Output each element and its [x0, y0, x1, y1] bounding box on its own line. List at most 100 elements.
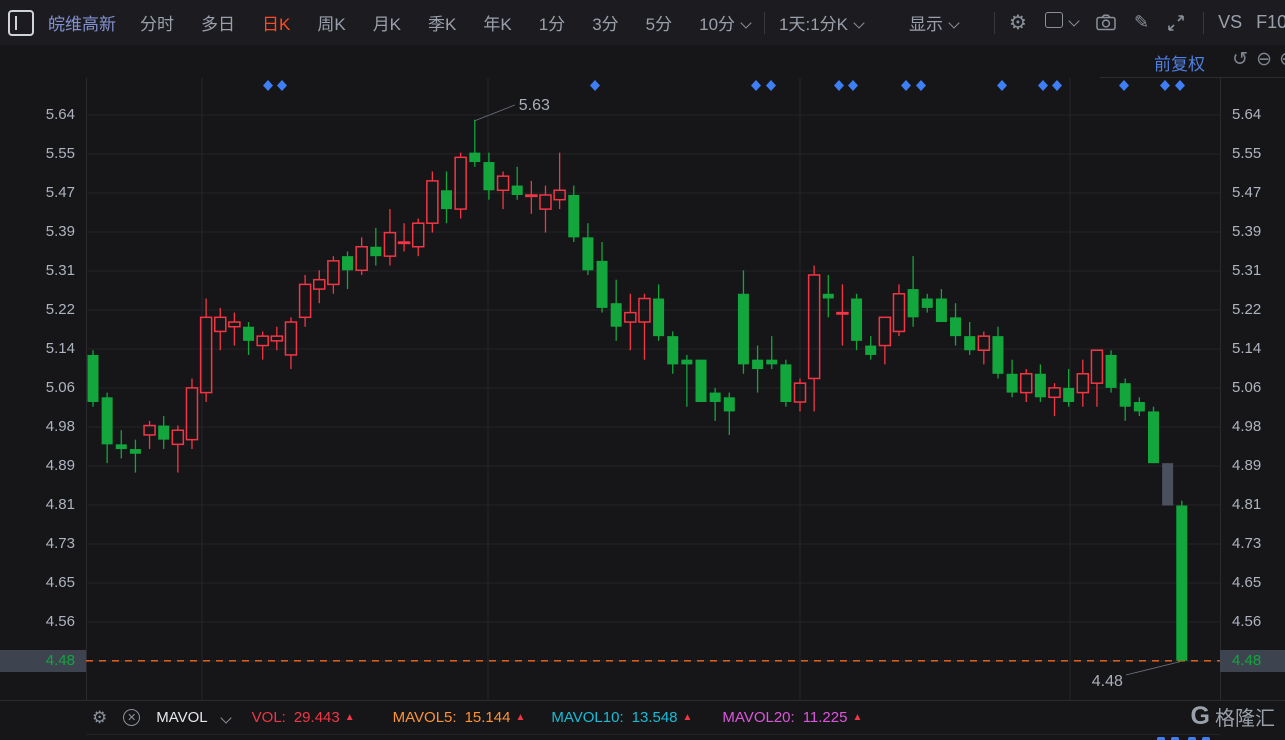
event-marker-icon[interactable]: [1119, 80, 1129, 91]
event-marker-icon[interactable]: [997, 80, 1007, 91]
event-marker-icon[interactable]: [1052, 80, 1062, 91]
indicator-settings-icon[interactable]: ⚙: [92, 707, 108, 727]
candle-neutral: [1162, 463, 1174, 506]
candle-down: [101, 397, 113, 445]
candle-down: [243, 326, 255, 341]
axis-tick-4.98: 4.98: [45, 418, 75, 435]
event-marker-icon[interactable]: [1160, 80, 1170, 91]
gelonghui-watermark: G 格隆汇: [1191, 702, 1275, 731]
display-menu[interactable]: 显示: [909, 10, 960, 35]
event-marker-icon[interactable]: [901, 80, 911, 91]
camera-icon[interactable]: [1096, 14, 1116, 31]
kline-style-icon[interactable]: [8, 9, 34, 36]
event-marker-icon[interactable]: [590, 80, 600, 91]
candle-down: [483, 162, 495, 191]
tab-分时[interactable]: 分时: [140, 15, 174, 34]
axis-tick-5.22: 5.22: [45, 301, 75, 318]
candle-down: [780, 364, 792, 403]
candle-down: [370, 246, 382, 257]
zoom-in-icon[interactable]: ⊕: [1279, 48, 1285, 71]
candle-down: [822, 293, 834, 299]
mavol5-label: MAVOL5:: [392, 709, 457, 726]
candle-down: [1034, 373, 1046, 398]
zoom-out-icon[interactable]: ⊖: [1256, 49, 1272, 70]
tab-1分[interactable]: 1分: [538, 15, 566, 34]
divider: [86, 734, 1220, 735]
event-marker-icon[interactable]: [1175, 80, 1185, 91]
event-marker-icon[interactable]: [848, 80, 858, 91]
tab-周K[interactable]: 周K: [317, 15, 346, 34]
candle-up: [199, 316, 213, 394]
toolbar: 皖维高新 分时 多日 日K 周K 月K 季K 年K 1分 3分 5分 10分 1天:1分K 显示 ⚙…: [0, 0, 1285, 45]
candle-up: [327, 260, 340, 286]
price-axis-right: 5.64 5.55 5.47 5.39 5.31 5.22 5.14 5.06 4.98 4.89…: [1220, 78, 1285, 700]
axis-tick-5.39: 5.39: [45, 223, 75, 240]
f10-button[interactable]: F10: [1256, 12, 1285, 32]
candle-up: [411, 222, 425, 248]
stock-symbol[interactable]: 皖维高新: [48, 15, 116, 34]
fullscreen-icon[interactable]: [1167, 14, 1185, 32]
candle-up: [214, 316, 227, 333]
clipped-marker: [1188, 737, 1196, 740]
event-marker-icon[interactable]: [277, 80, 287, 91]
candlestick-plot[interactable]: 5.63 4.48: [86, 78, 1220, 700]
price-adjustment-mode[interactable]: 前复权: [1154, 55, 1205, 74]
chevron-down-icon[interactable]: [219, 711, 232, 724]
candle-up: [1048, 387, 1061, 399]
axis-border: [1220, 78, 1221, 700]
tab-多日[interactable]: 多日: [201, 15, 235, 34]
tab-季K[interactable]: 季K: [428, 15, 457, 34]
event-marker-icon[interactable]: [751, 80, 761, 91]
candle-up: [454, 156, 467, 210]
mavol10-label: MAVOL10:: [551, 709, 624, 726]
event-marker-icon[interactable]: [834, 80, 844, 91]
axis-tick-5.64: 5.64: [45, 106, 75, 123]
divider: [1100, 77, 1285, 78]
tab-月K[interactable]: 月K: [372, 15, 402, 34]
gelonghui-logo-text: 格隆汇: [1215, 708, 1275, 730]
vs-compare-button[interactable]: VS: [1218, 12, 1243, 32]
indicator-name[interactable]: MAVOL: [156, 709, 208, 726]
up-triangle-icon: ▲: [852, 712, 863, 723]
draw-pencil-icon[interactable]: ✎: [1133, 12, 1150, 32]
axis-tick-4.89: 4.89: [45, 457, 75, 474]
chart-style-selector[interactable]: [1044, 12, 1080, 33]
candle-up: [312, 278, 326, 290]
candle-up: [624, 311, 637, 323]
axis-tick-4.65: 4.65: [1232, 574, 1262, 591]
clipped-marker: [1171, 737, 1179, 740]
axis-tick-4.56: 4.56: [1232, 613, 1262, 630]
undo-icon[interactable]: ↺: [1232, 49, 1248, 70]
axis-tick-5.06: 5.06: [1232, 379, 1262, 396]
chevron-down-icon: [853, 16, 865, 29]
candle-down: [582, 237, 594, 271]
tab-年K[interactable]: 年K: [483, 15, 512, 34]
axis-tick-4.81: 4.81: [45, 496, 75, 513]
event-marker-icon[interactable]: [263, 80, 273, 91]
event-marker-icon[interactable]: [916, 80, 926, 91]
tab-5分[interactable]: 5分: [645, 15, 673, 34]
candle-up: [355, 245, 368, 272]
mavol5-value: 15.144: [464, 709, 511, 726]
interval-selector[interactable]: 1天:1分K: [779, 10, 865, 35]
event-marker-icon[interactable]: [766, 80, 776, 91]
tab-10分[interactable]: 10分: [699, 10, 752, 35]
axis-tick-5.14: 5.14: [45, 340, 75, 357]
chart-region: 5.64 5.55 5.47 5.39 5.31 5.22 5.14 5.06 4.98 4.89…: [0, 78, 1285, 700]
candle-down: [568, 194, 580, 238]
tab-日K[interactable]: 日K: [262, 15, 291, 34]
indicator-close-icon[interactable]: ✕: [123, 709, 141, 726]
axis-tick-4.81: 4.81: [1232, 496, 1262, 513]
candle-down: [342, 256, 354, 271]
mavol20-value: 11.225: [802, 709, 848, 726]
event-marker-icon[interactable]: [1038, 80, 1048, 91]
candle-down: [87, 354, 99, 403]
toolbar-divider: [1203, 11, 1205, 34]
tab-3分[interactable]: 3分: [592, 15, 619, 34]
price-axis-left: 5.64 5.55 5.47 5.39 5.31 5.22 5.14 5.06 4.98 4.89…: [0, 78, 86, 700]
up-triangle-icon: ▲: [515, 712, 526, 723]
volume-panel: ⚙ ✕ MAVOL VOL: 29.443 ▲ MAVOL5: 15.144 ▲…: [0, 700, 1285, 740]
candle-up: [836, 311, 849, 315]
settings-gear-icon[interactable]: ⚙: [1009, 11, 1027, 34]
candle-up: [284, 321, 298, 356]
